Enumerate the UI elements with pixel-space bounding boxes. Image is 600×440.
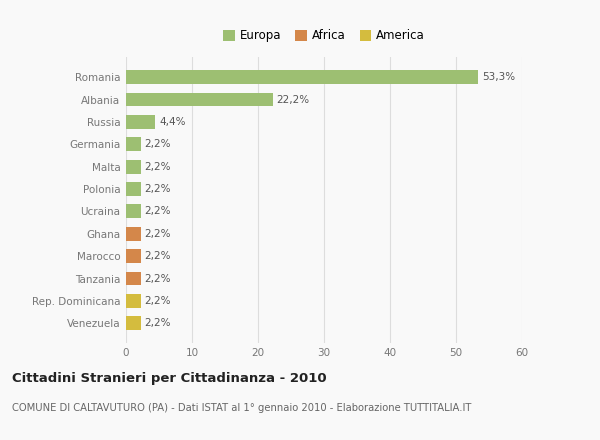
Text: COMUNE DI CALTAVUTURO (PA) - Dati ISTAT al 1° gennaio 2010 - Elaborazione TUTTIT: COMUNE DI CALTAVUTURO (PA) - Dati ISTAT … [12,403,472,413]
Text: 2,2%: 2,2% [145,318,171,328]
Bar [126,249,140,263]
Legend: Europa, Africa, America: Europa, Africa, America [220,26,428,46]
Bar [126,160,140,173]
Bar [126,92,272,106]
Text: 4,4%: 4,4% [159,117,185,127]
Bar [126,137,140,151]
Bar [126,271,140,286]
Text: 2,2%: 2,2% [145,161,171,172]
Text: Cittadini Stranieri per Cittadinanza - 2010: Cittadini Stranieri per Cittadinanza - 2… [12,372,326,385]
Bar [126,70,478,84]
Bar [126,205,140,218]
Text: 22,2%: 22,2% [277,95,310,105]
Bar [126,294,140,308]
Text: 2,2%: 2,2% [145,229,171,239]
Text: 2,2%: 2,2% [145,184,171,194]
Text: 2,2%: 2,2% [145,251,171,261]
Bar [126,227,140,241]
Text: 2,2%: 2,2% [145,206,171,216]
Text: 2,2%: 2,2% [145,274,171,283]
Bar [126,316,140,330]
Bar [126,182,140,196]
Bar [126,115,155,129]
Text: 2,2%: 2,2% [145,139,171,149]
Text: 2,2%: 2,2% [145,296,171,306]
Text: 53,3%: 53,3% [482,72,515,82]
